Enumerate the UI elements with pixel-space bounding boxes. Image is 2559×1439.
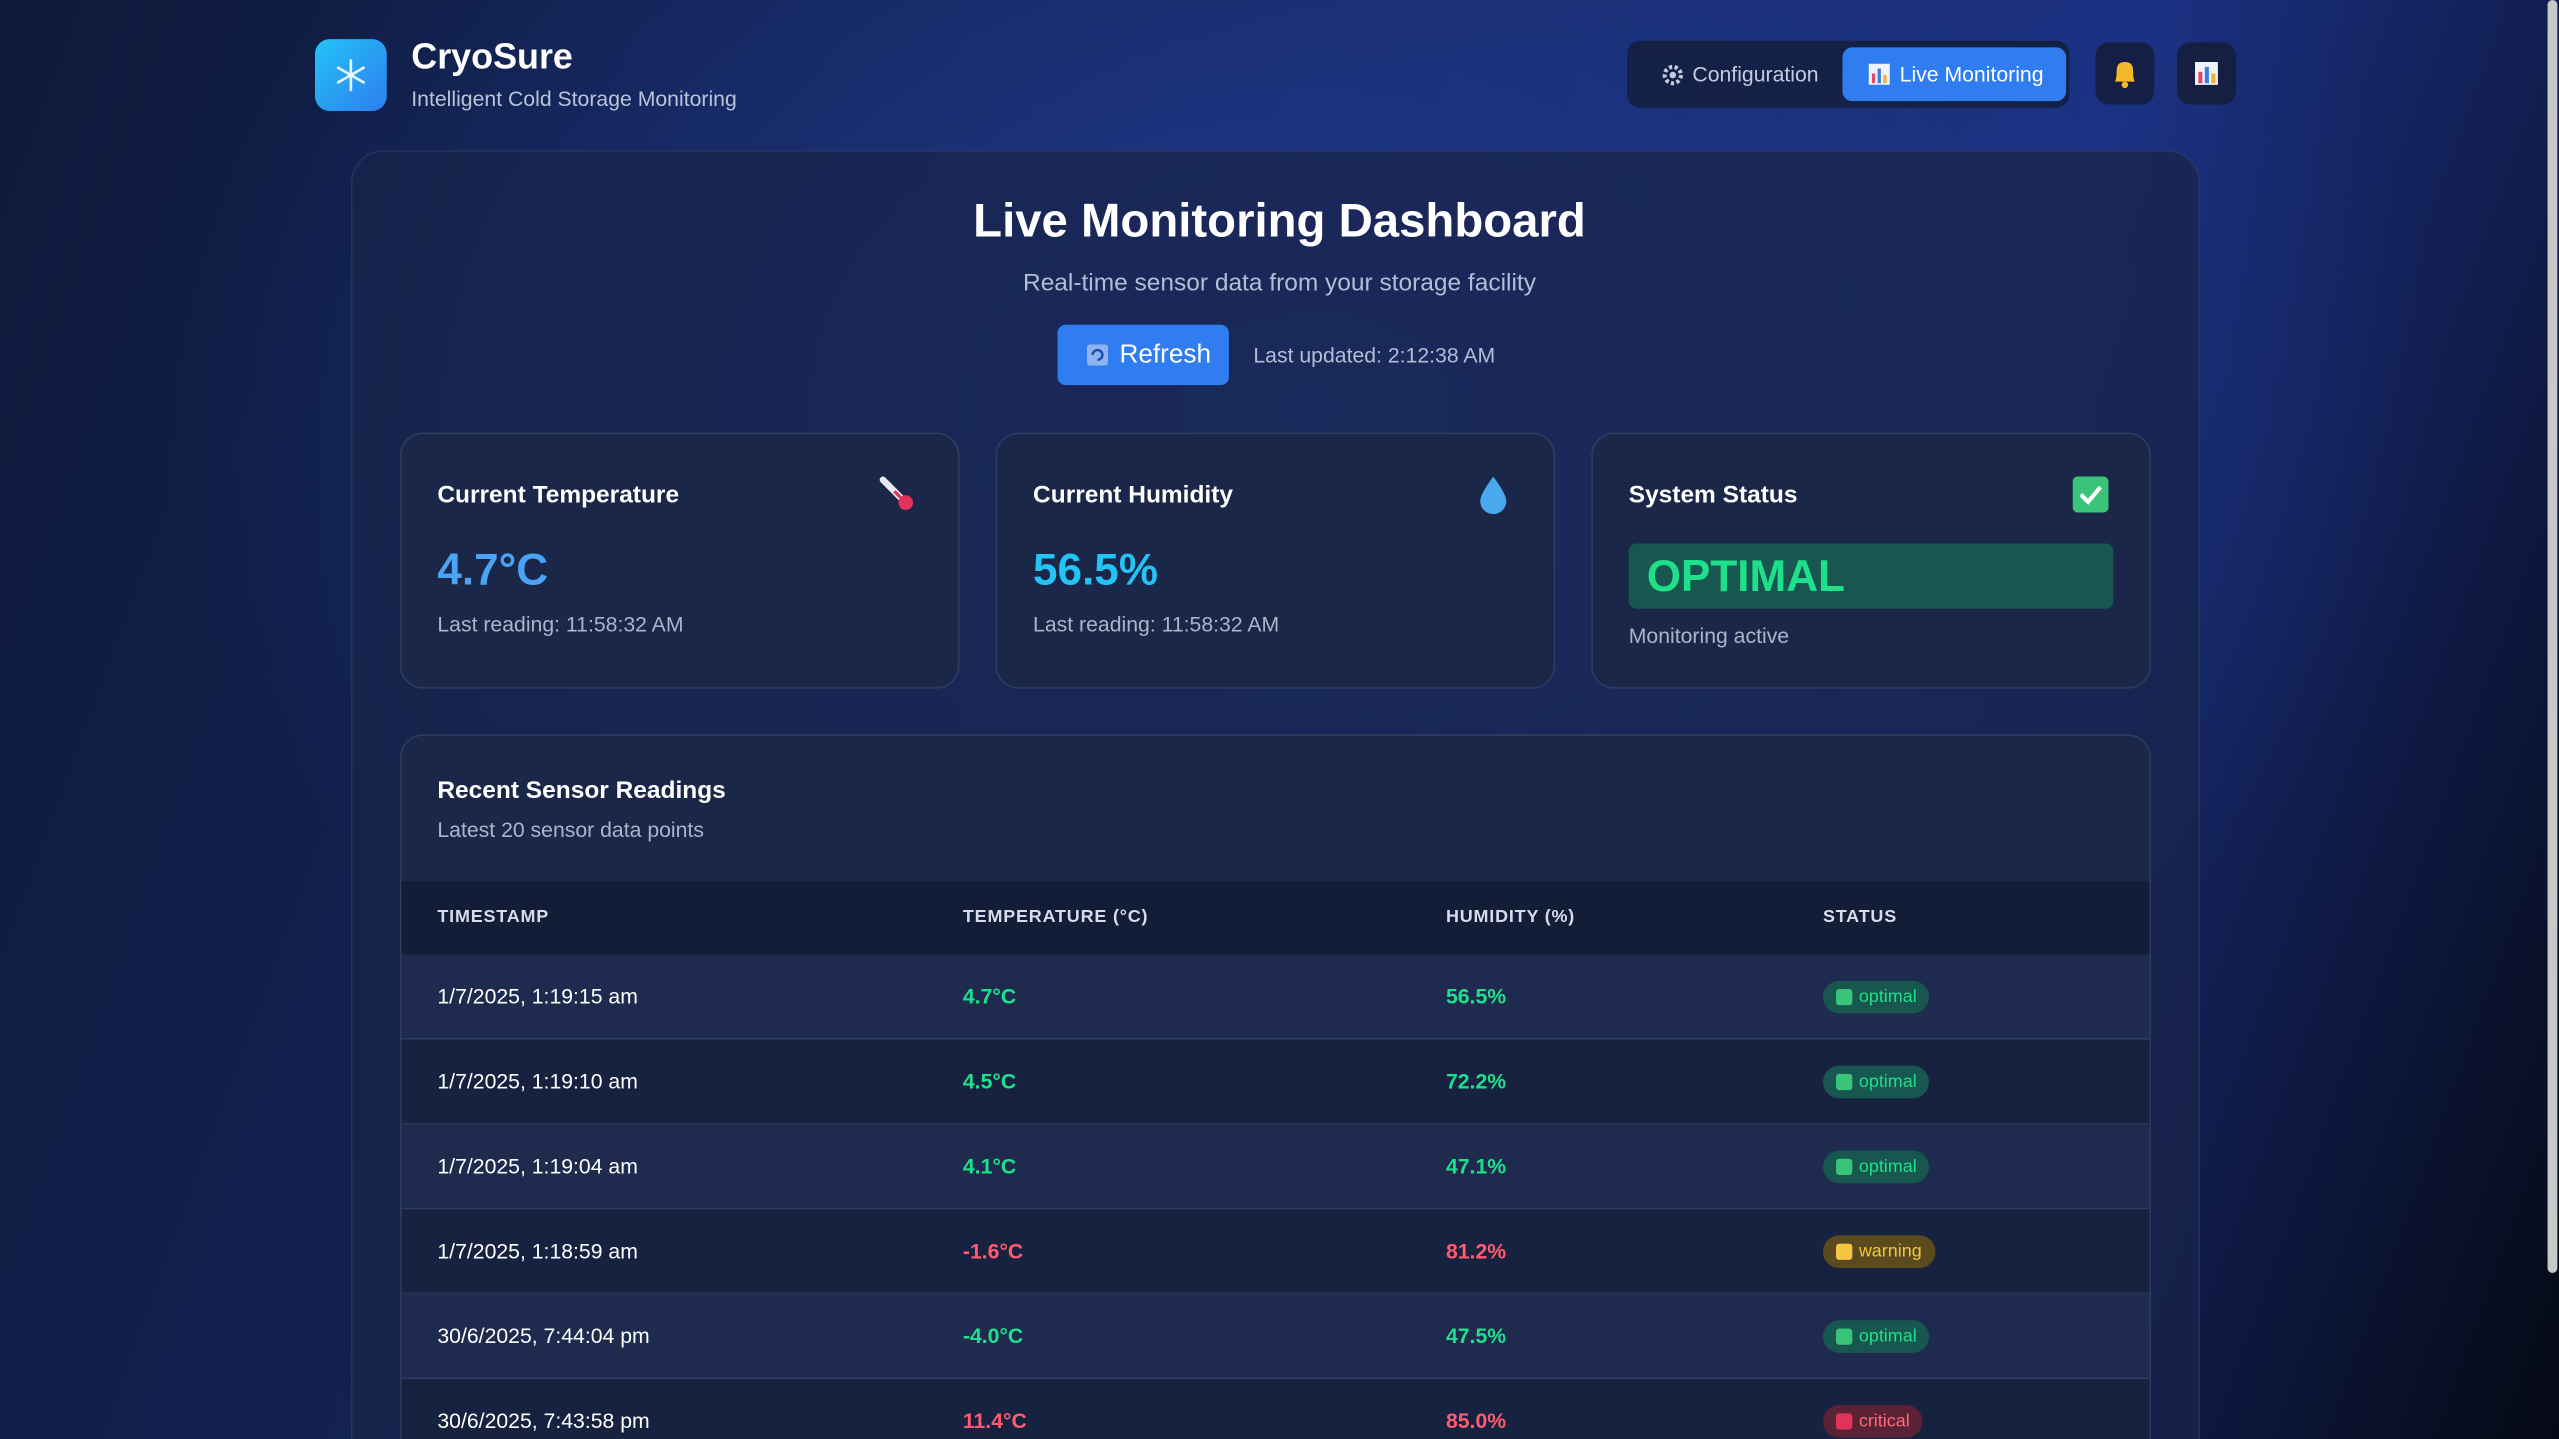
status-icon — [1836, 1243, 1853, 1260]
status-badge: optimal — [1822, 1150, 1930, 1184]
column-header: TIMESTAMP — [437, 907, 550, 927]
status-icon — [1836, 988, 1853, 1006]
humidity: 72.2% — [1445, 1068, 1507, 1094]
nav-live-monitoring[interactable]: Live Monitoring — [1842, 47, 2067, 102]
droplet-icon — [1480, 476, 1507, 515]
status-icon — [1836, 1413, 1853, 1430]
card-note: Last reading: 11:58:32 AM — [1033, 612, 1280, 637]
chart-icon — [1868, 63, 1890, 85]
timestamp: 30/6/2025, 7:44:04 pm — [437, 1323, 650, 1349]
timestamp: 1/7/2025, 1:19:10 am — [437, 1068, 638, 1094]
row-divider — [401, 1292, 2150, 1295]
card-title: Current Humidity — [1033, 481, 1234, 510]
timestamp: 30/6/2025, 7:43:58 pm — [437, 1408, 650, 1433]
tagline: Intelligent Cold Storage Monitoring — [411, 86, 737, 111]
card-value: 56.5% — [1033, 545, 1159, 595]
dashboard-subtitle: Real-time sensor data from your storage … — [1023, 269, 1536, 298]
gear-icon — [1662, 64, 1683, 86]
humidity: 47.5% — [1445, 1323, 1507, 1349]
humidity: 81.2% — [1445, 1238, 1507, 1264]
timestamp: 1/7/2025, 1:19:04 am — [437, 1153, 638, 1179]
check-icon — [2072, 476, 2109, 513]
status-badge: optimal — [1822, 980, 1930, 1014]
last-updated: Last updated: 2:12:38 AM — [1253, 342, 1496, 368]
column-header: STATUS — [1822, 907, 1897, 927]
status-icon — [1836, 1158, 1853, 1176]
table-title: Recent Sensor Readings — [437, 776, 726, 805]
nav-configuration[interactable]: Configuration — [1639, 47, 1838, 101]
timestamp: 1/7/2025, 1:19:15 am — [437, 984, 638, 1009]
status-badge: optimal — [1822, 1320, 1930, 1353]
refresh-button[interactable]: Refresh — [1057, 324, 1229, 386]
card-note: Monitoring active — [1628, 623, 1790, 648]
temperature: 11.4°C — [962, 1408, 1027, 1433]
row-divider — [401, 1377, 2150, 1380]
refresh-icon — [1086, 344, 1109, 366]
refresh-label: Refresh — [1119, 341, 1211, 369]
card-value: 4.7°C — [437, 545, 549, 595]
stats-button[interactable] — [2177, 42, 2236, 105]
column-header: TEMPERATURE (°C) — [962, 907, 1149, 927]
column-header: HUMIDITY (%) — [1445, 907, 1576, 927]
status-card: System Status OPTIMAL Monitoring active — [1591, 432, 2151, 689]
temperature: -1.6°C — [962, 1238, 1024, 1264]
status-badge: optimal — [1822, 1065, 1930, 1099]
table-header — [401, 881, 2150, 955]
card-value: OPTIMAL — [1646, 551, 1845, 601]
thermometer-icon — [879, 476, 914, 510]
nav-label: Configuration — [1692, 62, 1819, 87]
row-divider — [401, 1037, 2150, 1040]
readings-table: Recent Sensor Readings Latest 20 sensor … — [399, 734, 2151, 1439]
temperature: 4.7°C — [962, 984, 1017, 1009]
humidity-card: Current Humidity 56.5% Last reading: 11:… — [995, 432, 1556, 689]
nav-label: Live Monitoring — [1899, 62, 2044, 87]
card-title: Current Temperature — [437, 481, 680, 510]
timestamp: 1/7/2025, 1:18:59 am — [437, 1238, 638, 1264]
status-banner: OPTIMAL — [1628, 543, 2114, 609]
logo[interactable] — [314, 39, 387, 111]
row-divider — [401, 1122, 2150, 1125]
temperature: -4.0°C — [962, 1323, 1024, 1349]
bell-icon — [2115, 62, 2135, 89]
chart-icon — [2195, 62, 2218, 85]
temperature-card: Current Temperature 4.7°C Last reading: … — [399, 432, 960, 689]
snowflake-icon — [336, 59, 365, 92]
status-badge: warning — [1822, 1235, 1935, 1269]
row-divider — [401, 1207, 2150, 1210]
table-subtitle: Latest 20 sensor data points — [437, 817, 704, 843]
card-title: System Status — [1628, 481, 1798, 510]
humidity: 56.5% — [1445, 984, 1507, 1009]
humidity: 85.0% — [1445, 1408, 1507, 1433]
temperature: 4.1°C — [962, 1153, 1017, 1179]
card-note: Last reading: 11:58:32 AM — [437, 612, 684, 637]
temperature: 4.5°C — [962, 1068, 1017, 1094]
status-badge: critical — [1822, 1405, 1923, 1438]
notifications-button[interactable] — [2095, 42, 2155, 105]
status-icon — [1836, 1073, 1853, 1091]
brand: CryoSure — [411, 35, 573, 77]
scrollbar[interactable] — [2547, 0, 2558, 1273]
humidity: 47.1% — [1445, 1153, 1507, 1179]
dashboard-title: Live Monitoring Dashboard — [973, 195, 1586, 249]
status-icon — [1836, 1328, 1853, 1345]
